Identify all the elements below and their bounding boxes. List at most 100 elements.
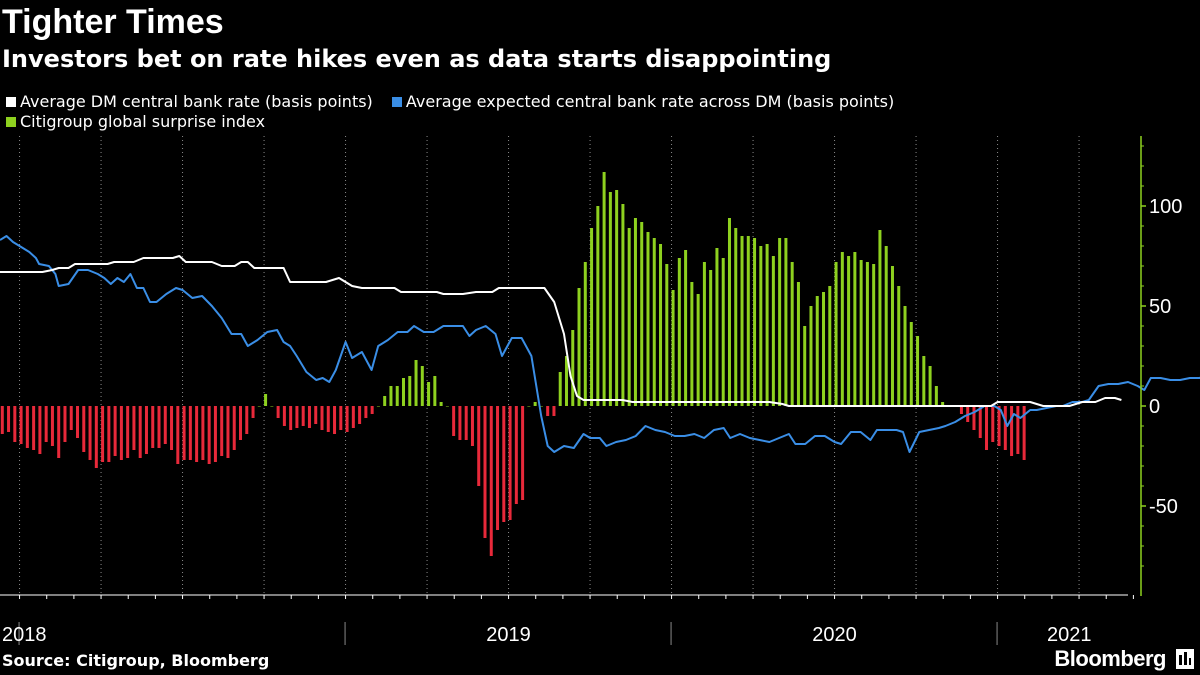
expected-rate-line	[0, 235, 1200, 453]
surprise-bar-54	[339, 406, 343, 430]
surprise-bar-142	[890, 266, 894, 406]
surprise-bar-158	[991, 406, 995, 442]
y-tick-label--50: -50	[1149, 496, 1178, 518]
legend-swatch-surprise	[6, 117, 16, 127]
surprise-bar-138	[865, 262, 869, 406]
legend-swatch-rate	[6, 97, 16, 107]
surprise-bar-149	[934, 386, 938, 406]
legend-item-rate: Average DM central bank rate (basis poin…	[6, 92, 373, 112]
surprise-bar-34	[213, 406, 217, 462]
surprise-bar-51	[320, 406, 324, 430]
surprise-bar-93	[583, 262, 587, 406]
grid-lines	[19, 136, 1080, 596]
surprise-bar-12	[76, 406, 80, 438]
surprise-bar-153	[959, 406, 963, 414]
surprise-bar-119	[746, 236, 750, 406]
surprise-bar-57	[358, 406, 362, 424]
y-tick-label-50: 50	[1149, 296, 1171, 318]
surprise-bar-91	[571, 330, 575, 406]
surprise-bar-94	[590, 228, 594, 406]
surprise-bar-47	[295, 406, 299, 428]
surprise-bar-63	[395, 386, 399, 406]
surprise-bar-134	[840, 252, 844, 406]
surprise-bar-160	[1003, 406, 1007, 450]
surprise-bar-88	[552, 406, 556, 416]
surprise-bar-114	[715, 248, 719, 406]
legend-item-surprise: Citigroup global surprise index	[6, 112, 265, 132]
axes: 100 50 0 -50 2018 2019 2020 2021	[0, 136, 1182, 646]
surprise-bar-77	[483, 406, 487, 538]
surprise-bar-122	[765, 244, 769, 406]
surprise-bar-16	[101, 406, 105, 462]
surprise-bar-17	[107, 406, 111, 462]
legend-label-rate: Average DM central bank rate (basis poin…	[20, 92, 373, 111]
surprise-bar-9	[57, 406, 61, 458]
surprise-bar-90	[564, 356, 568, 406]
surprise-bar-141	[884, 246, 888, 406]
surprise-bar-95	[596, 206, 600, 406]
surprise-bar-44	[276, 406, 280, 418]
surprise-bar-148	[928, 366, 932, 406]
surprise-bar-124	[778, 238, 782, 406]
surprise-bar-61	[383, 396, 387, 406]
surprise-bar-116	[727, 218, 731, 406]
surprise-bar-66	[414, 360, 418, 406]
surprise-bar-48	[301, 406, 305, 426]
surprise-bar-99	[621, 204, 625, 406]
surprise-bar-85	[533, 402, 537, 406]
surprise-bar-70	[439, 402, 443, 406]
surprise-bar-146	[916, 336, 920, 406]
surprise-bar-76	[477, 406, 481, 486]
x-tick-label-2021: 2021	[1047, 624, 1092, 646]
y-tick-label-0: 0	[1149, 396, 1160, 418]
surprise-bar-75	[470, 406, 474, 446]
surprise-bar-123	[771, 256, 775, 406]
surprise-bar-64	[401, 378, 405, 406]
chart-title: Tighter Times	[2, 3, 224, 41]
surprise-bar-113	[709, 270, 713, 406]
surprise-bar-55	[345, 406, 349, 432]
surprise-bar-24	[151, 406, 155, 448]
x-tick-label-2018: 2018	[2, 624, 47, 646]
surprise-bar-18	[113, 406, 117, 456]
surprise-bar-101	[633, 218, 637, 406]
surprise-bar-74	[464, 406, 468, 440]
surprise-bar-62	[389, 386, 393, 406]
surprise-bar-14	[88, 406, 92, 460]
surprise-bar-131	[822, 292, 826, 406]
surprise-bar-163	[1022, 406, 1026, 460]
surprise-bar-28	[176, 406, 180, 464]
surprise-bar-107	[671, 290, 675, 406]
surprise-bar-59	[370, 406, 374, 414]
source-note: Source: Citigroup, Bloomberg	[2, 651, 270, 670]
surprise-bar-13	[82, 406, 86, 452]
surprise-bar-140	[878, 230, 882, 406]
surprise-bar-100	[627, 228, 631, 406]
legend-item-expected: Average expected central bank rate acros…	[391, 92, 895, 112]
surprise-bar-58	[364, 406, 368, 418]
surprise-bar-79	[496, 406, 500, 530]
surprise-bar-33	[207, 406, 211, 464]
surprise-bar-78	[489, 406, 493, 556]
surprise-bar-135	[847, 256, 851, 406]
surprise-bar-26	[163, 406, 167, 444]
surprise-bar-0	[0, 406, 4, 434]
surprise-bars	[0, 172, 1026, 556]
legend-label-expected: Average expected central bank rate acros…	[405, 92, 895, 111]
surprise-bar-8	[50, 406, 54, 446]
legend-swatch-expected	[391, 97, 402, 107]
surprise-bar-81	[508, 406, 512, 520]
surprise-bar-35	[220, 406, 224, 456]
rate-lines	[0, 235, 1200, 453]
surprise-bar-39	[245, 406, 249, 434]
surprise-bar-53	[333, 406, 337, 434]
surprise-bar-42	[264, 394, 268, 406]
surprise-bar-118	[740, 236, 744, 406]
surprise-bar-137	[859, 260, 863, 406]
surprise-bar-96	[602, 172, 606, 406]
surprise-bar-49	[307, 406, 311, 428]
surprise-bar-102	[640, 222, 644, 406]
surprise-bar-106	[665, 264, 669, 406]
surprise-bar-150	[941, 402, 945, 406]
